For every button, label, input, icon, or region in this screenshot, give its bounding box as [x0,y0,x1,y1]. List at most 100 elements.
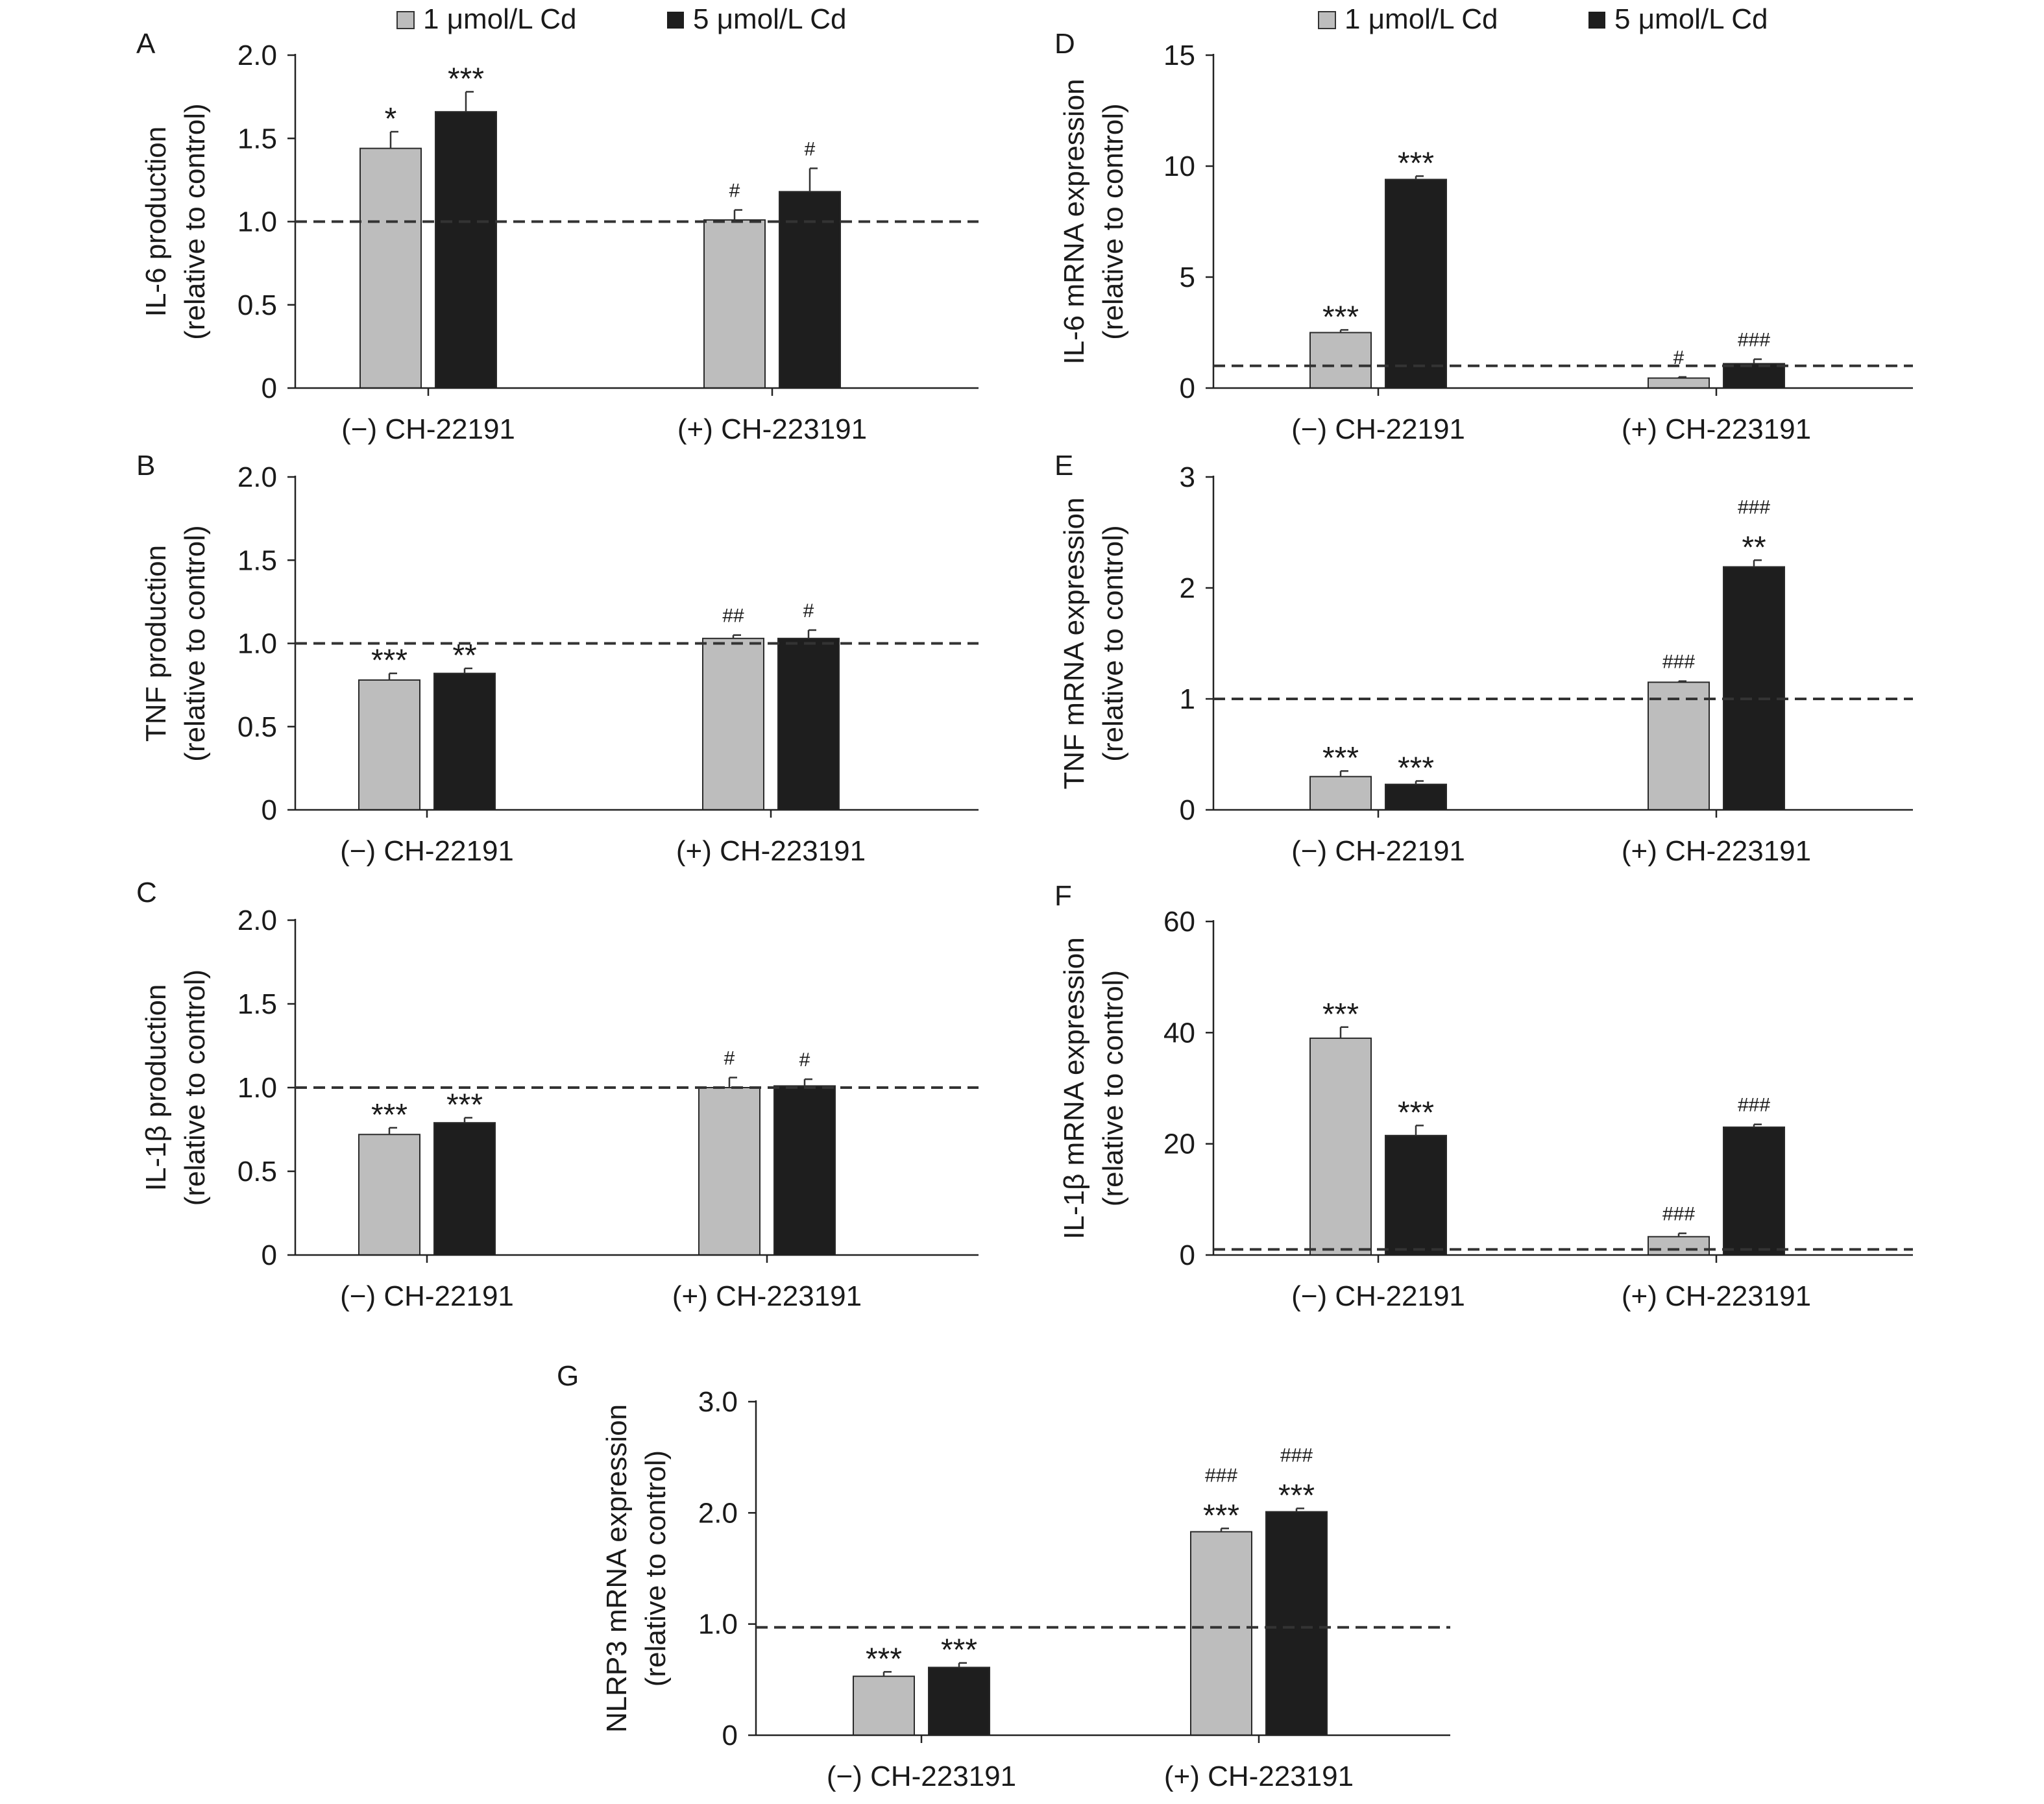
significance-label: *** [371,644,408,678]
y-axis-label-secondary: (relative to control) [179,103,211,339]
significance-label: *** [1203,1498,1239,1533]
x-tick-label: (−) CH-22191 [1291,413,1465,445]
y-axis-label: TNF production [140,545,172,742]
y-axis-label-secondary: (relative to control) [1097,103,1129,339]
significance-label: *** [1398,1095,1434,1130]
chart-panel-f: F IL-1β mRNA expression (relative to contr… [1054,880,1913,1312]
y-axis-label: TNF mRNA expression [1058,498,1090,790]
significance-label: *** [446,1088,483,1122]
significance-label: # [1673,347,1685,369]
legend-swatch-1umol [396,11,415,29]
significance-label: # [729,180,740,202]
bar [1385,178,1447,389]
significance-label: # [803,600,814,622]
panel-letter: C [136,877,157,908]
y-tick-label: 0 [722,1720,738,1751]
y-axis-label: IL-1β production [140,984,172,1191]
bar [1385,783,1447,811]
significance-label: ### [1205,1465,1237,1486]
y-axis-label: IL-6 production [140,127,172,317]
y-tick-label: 1.0 [237,628,277,660]
bar [773,1085,836,1256]
y-tick-label: 1.0 [237,1072,277,1104]
bar [703,219,766,389]
x-tick-label: (+) CH-223191 [677,413,867,445]
bar [1265,1511,1328,1737]
y-axis-label: NLRP3 mRNA expression [601,1404,633,1733]
bar [1648,377,1710,389]
legend-right: 1 μmol/L Cd 5 μmol/L Cd [1318,3,1768,35]
significance-label: *** [1322,741,1359,775]
y-tick-label: 0.5 [237,289,277,321]
y-tick-label: 0 [262,1239,277,1271]
panel-letter: E [1054,450,1073,481]
bar [1309,1037,1372,1256]
y-axis-label: IL-1β mRNA expression [1058,937,1090,1239]
y-tick-label: 0 [1180,1239,1195,1271]
bar [853,1676,915,1737]
x-tick-label: (+) CH-223191 [1622,1280,1811,1312]
significance-label: # [799,1049,810,1071]
significance-label: *** [1322,300,1359,334]
bar [1723,363,1785,389]
y-tick-label: 60 [1163,906,1195,938]
y-axis-label-secondary: (relative to control) [640,1450,672,1687]
significance-label: ### [1738,1095,1770,1116]
x-tick-label: (+) CH-223191 [1622,413,1811,445]
y-tick-label: 20 [1163,1128,1195,1160]
x-tick-label: (−) CH-22191 [341,413,515,445]
legend-label-1umol: 1 μmol/L Cd [423,3,576,35]
y-tick-label: 0 [262,794,277,826]
y-tick-label: 2.0 [237,461,277,493]
y-tick-label: 0 [1180,372,1195,404]
y-tick-label: 1.0 [698,1609,738,1640]
significance-label: *** [448,62,484,96]
bar [433,1122,496,1256]
y-tick-label: 40 [1163,1017,1195,1049]
x-tick-label: (+) CH-223191 [676,835,866,867]
significance-label: # [724,1048,735,1069]
bar [777,637,840,811]
legend-label-5umol: 5 μmol/L Cd [693,3,846,35]
y-tick-label: 0.5 [237,1156,277,1188]
y-axis-label: IL-6 mRNA expression [1058,79,1090,364]
y-tick-label: 2 [1180,572,1195,604]
bar [1723,566,1785,811]
x-tick-label: (−) CH-22191 [1291,835,1465,867]
chart-panel-c: C IL-1β production (relative to control) **… [136,877,979,1312]
y-axis-label-secondary: (relative to control) [179,969,211,1206]
significance-label: *** [1398,146,1434,180]
bar [928,1666,990,1736]
y-tick-label: 5 [1180,262,1195,293]
significance-label: ** [1742,530,1766,565]
significance-label: *** [371,1098,408,1132]
legend-swatch-5umol [667,12,684,29]
significance-label: *** [866,1642,902,1676]
y-tick-label: 0 [1180,794,1195,826]
significance-label: *** [1278,1478,1315,1513]
panels: AIL-6 production (relative to control) *#*… [136,28,1913,1792]
chart-panel-a: A IL-6 production (relative to control) * # *… [136,28,979,445]
bar [702,637,764,811]
y-axis-label-secondary: (relative to control) [1097,525,1129,761]
chart-panel-g: G NLRP3 mRNA expression (relative to contr… [557,1360,1450,1792]
significance-label: # [805,138,816,160]
y-tick-label: 2.0 [237,40,277,71]
y-tick-label: 2.0 [237,905,277,936]
significance-label: ## [722,605,744,627]
bar [358,1134,420,1256]
y-tick-label: 1.5 [237,988,277,1020]
y-axis-label-secondary: (relative to control) [1097,970,1129,1206]
chart-panel-b: B TNF production (relative to control) *** #… [136,450,979,867]
y-tick-label: 2.0 [698,1497,738,1529]
y-tick-label: 0.5 [237,711,277,743]
x-tick-label: (−) CH-22191 [340,1280,514,1312]
significance-label: *** [1398,751,1434,786]
significance-label: ### [1662,652,1695,673]
y-tick-label: 15 [1163,40,1195,71]
y-tick-label: 1.5 [237,123,277,154]
x-tick-label: (−) CH-22191 [340,835,514,867]
significance-label: ### [1280,1444,1313,1466]
y-tick-label: 10 [1163,151,1195,182]
